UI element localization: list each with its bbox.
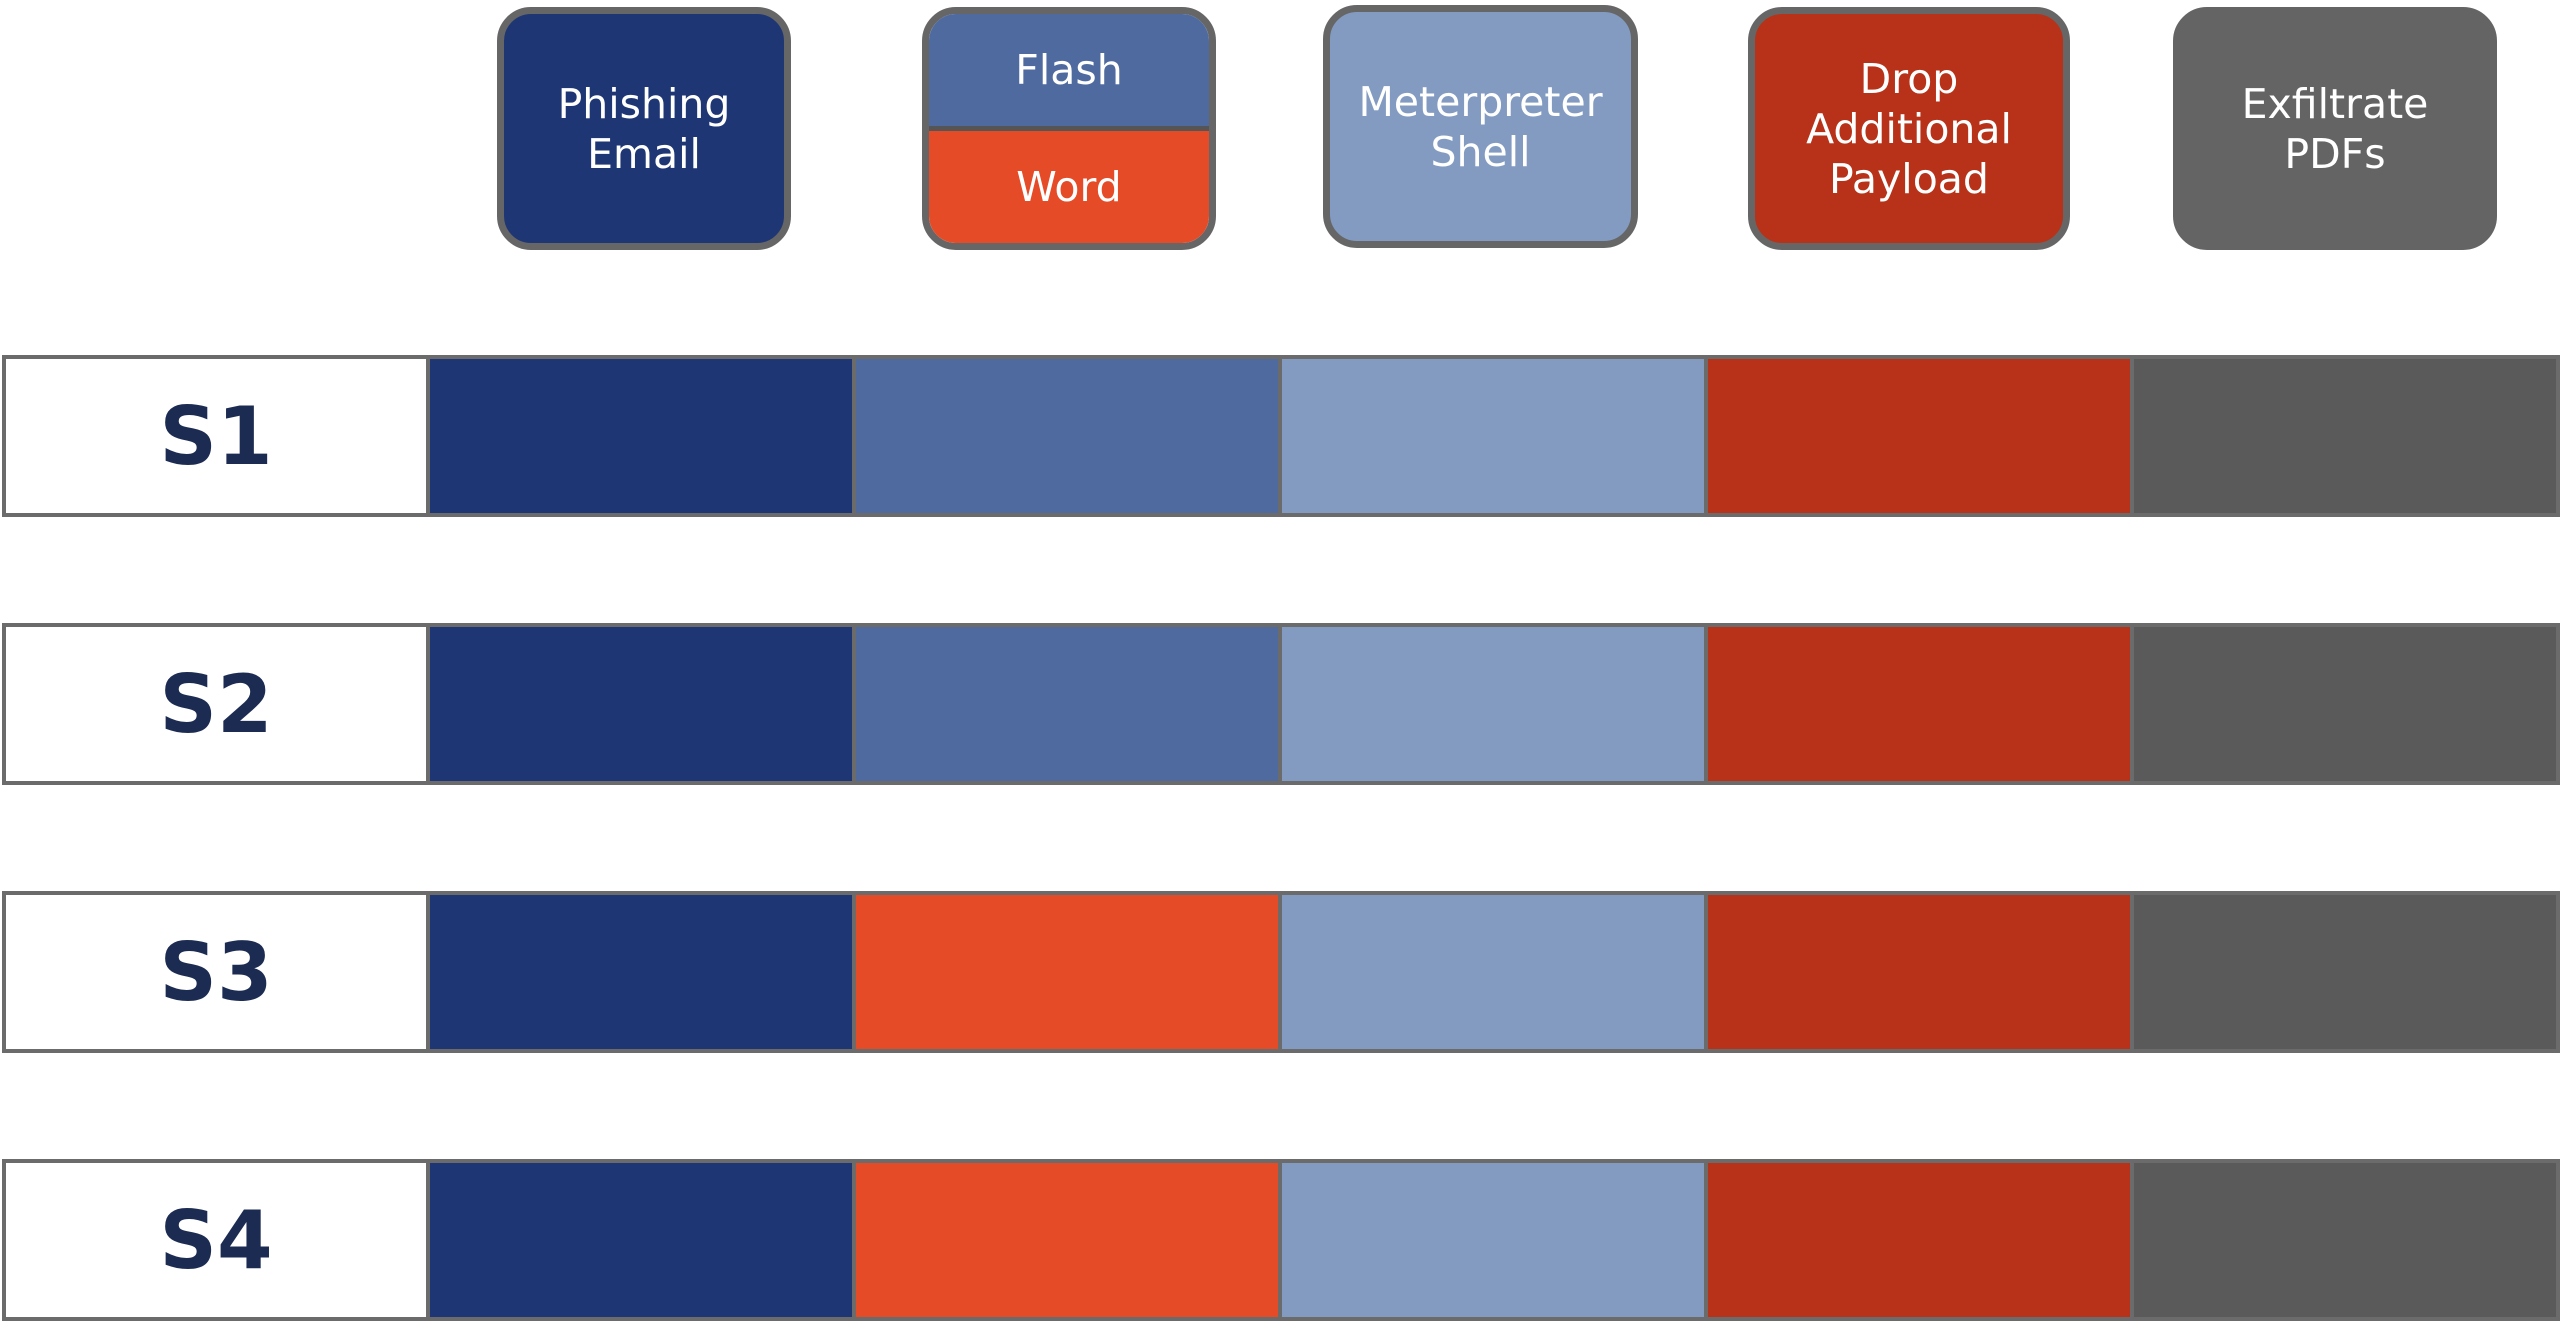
scenario-row-s2: S2	[2, 623, 2560, 785]
stage-flash	[856, 627, 1282, 781]
legend-phishing-email: Phishing Email	[497, 7, 791, 250]
legend-flash-label: Flash	[1015, 46, 1123, 94]
scenario-row-s1: S1	[2, 355, 2560, 517]
stage-exfiltrate-pdfs	[2134, 1163, 2556, 1317]
stage-meterpreter-shell	[1282, 359, 1708, 513]
row-label: S3	[6, 895, 430, 1049]
legend-flash: Flash	[929, 14, 1209, 131]
legend-drop-additional-payload: Drop Additional Payload	[1748, 7, 2070, 250]
stage-phishing-email	[430, 627, 856, 781]
scenario-row-s3: S3	[2, 891, 2560, 1053]
stage-word	[856, 895, 1282, 1049]
stage-phishing-email	[430, 895, 856, 1049]
stage-drop-additional-payload	[1708, 895, 2134, 1049]
stage-exfiltrate-pdfs	[2134, 627, 2556, 781]
stage-drop-additional-payload	[1708, 627, 2134, 781]
stage-exfiltrate-pdfs	[2134, 359, 2556, 513]
legend-exfiltrate-pdfs-label: Exfiltrate PDFs	[2241, 79, 2429, 178]
legend-drop-additional-payload-label: Drop Additional Payload	[1806, 54, 2012, 203]
row-label: S1	[6, 359, 430, 513]
stage-meterpreter-shell	[1282, 1163, 1708, 1317]
legend-phishing-email-label: Phishing Email	[557, 79, 731, 178]
stage-exfiltrate-pdfs	[2134, 895, 2556, 1049]
legend-word-label: Word	[1016, 163, 1122, 211]
legend-exfiltrate-pdfs: Exfiltrate PDFs	[2173, 7, 2497, 250]
legend-flash-word: Flash Word	[922, 7, 1216, 250]
stage-meterpreter-shell	[1282, 627, 1708, 781]
stage-drop-additional-payload	[1708, 359, 2134, 513]
stage-flash	[856, 359, 1282, 513]
row-label: S4	[6, 1163, 430, 1317]
legend-word: Word	[929, 131, 1209, 243]
legend-meterpreter-shell: Meterpreter Shell	[1323, 5, 1638, 248]
stage-meterpreter-shell	[1282, 895, 1708, 1049]
scenario-row-s4: S4	[2, 1159, 2560, 1321]
stage-drop-additional-payload	[1708, 1163, 2134, 1317]
legend-meterpreter-shell-label: Meterpreter Shell	[1358, 77, 1603, 176]
row-label: S2	[6, 627, 430, 781]
stage-phishing-email	[430, 359, 856, 513]
stage-phishing-email	[430, 1163, 856, 1317]
stage-word	[856, 1163, 1282, 1317]
